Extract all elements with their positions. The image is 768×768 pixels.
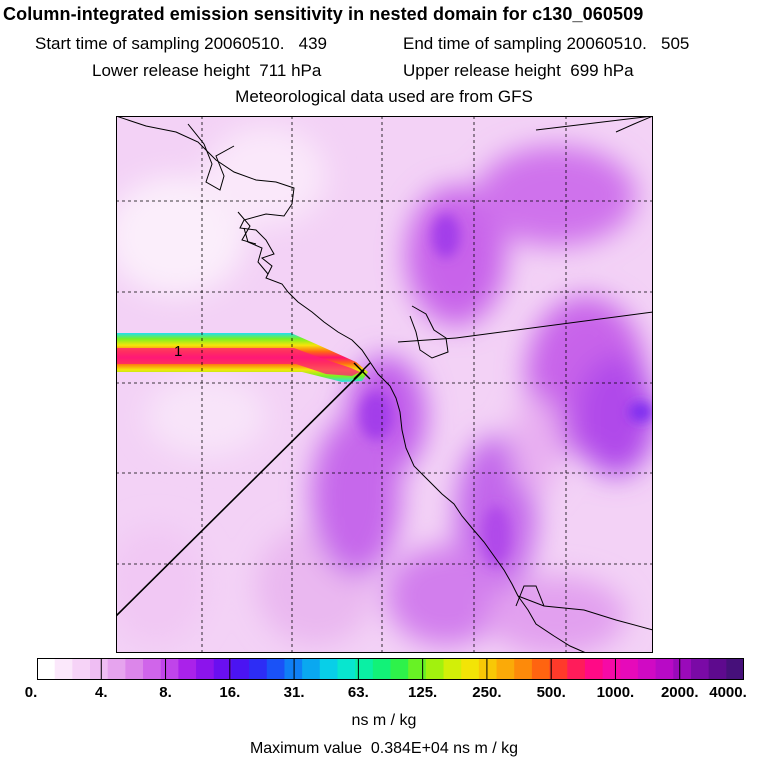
colorbar-swatch bbox=[602, 658, 621, 680]
colorbar-swatch bbox=[708, 658, 727, 680]
colorbar-swatch bbox=[620, 658, 639, 680]
colorbar-tick-label: 4. bbox=[95, 684, 108, 701]
colorbar-swatch bbox=[496, 658, 515, 680]
start-time-label: Start time of sampling 20060510. 439 bbox=[35, 34, 328, 53]
colorbar-swatch bbox=[637, 658, 657, 680]
met-data-label: Meteorological data used are from GFS bbox=[235, 87, 533, 106]
colorbar-swatch bbox=[425, 658, 445, 680]
colorbar-swatch bbox=[567, 658, 586, 680]
colorbar-swatch bbox=[655, 658, 674, 680]
colorbar-swatch bbox=[390, 658, 409, 680]
colorbar-swatch bbox=[196, 658, 215, 680]
colorbar-tick-label: 16. bbox=[219, 684, 241, 701]
colorbar-frame bbox=[37, 658, 744, 680]
colorbar-tick-label: 500. bbox=[536, 684, 566, 701]
colorbar-tick-label: 4000. bbox=[709, 684, 747, 701]
colorbar-swatch bbox=[266, 658, 286, 680]
colorbar-swatch bbox=[319, 658, 339, 680]
colorbar-tick-label: 63. bbox=[347, 684, 369, 701]
colorbar-swatch bbox=[673, 658, 692, 680]
colorbar-swatch bbox=[284, 658, 303, 680]
colorbar-tick-label: 1000. bbox=[596, 684, 635, 701]
colorbar-swatch bbox=[231, 658, 250, 680]
colorbar-tick-label: 250. bbox=[472, 684, 502, 701]
colorbar-swatch bbox=[72, 658, 91, 680]
colorbar-swatch bbox=[337, 658, 356, 680]
colorbar-swatch bbox=[549, 658, 568, 680]
borders bbox=[397, 116, 653, 343]
maximum-value-label: Maximum value 0.384E+04 ns m / kg bbox=[249, 740, 519, 757]
lower-release-height-label: Lower release height 711 hPa bbox=[92, 61, 322, 80]
end-time-label: End time of sampling 20060510. 505 bbox=[403, 34, 690, 53]
sensitivity-map: 1 bbox=[116, 116, 653, 653]
colorbar-swatch bbox=[160, 658, 180, 680]
colorbar-tick-label: 125. bbox=[408, 684, 438, 701]
colorbar-swatch bbox=[443, 658, 462, 680]
colorbar-tick-label: 8. bbox=[159, 684, 172, 701]
colorbar-swatch bbox=[584, 658, 604, 680]
colorbar-swatch bbox=[690, 658, 710, 680]
colorbar-swatch bbox=[302, 658, 321, 680]
colorbar-swatch bbox=[125, 658, 144, 680]
colorbar-swatch bbox=[178, 658, 197, 680]
coastline bbox=[116, 116, 653, 653]
colorbar-tick-label: 31. bbox=[283, 684, 305, 701]
colorbar-tick-label: 2000. bbox=[660, 684, 699, 701]
colorbar-swatch bbox=[514, 658, 533, 680]
colorbar-swatch bbox=[408, 658, 427, 680]
colorbar bbox=[37, 658, 744, 680]
colorbar-swatch bbox=[107, 658, 126, 680]
colorbar-swatch bbox=[531, 658, 551, 680]
colorbar-swatch bbox=[461, 658, 480, 680]
plume-label: 1 bbox=[174, 343, 182, 360]
colorbar-swatch bbox=[213, 658, 233, 680]
sensitivity-field bbox=[116, 126, 653, 653]
colorbar-swatch bbox=[249, 658, 268, 680]
plume: 1 bbox=[116, 333, 368, 382]
colorbar-swatch bbox=[372, 658, 392, 680]
colorbar-units: ns m / kg bbox=[351, 712, 417, 729]
colorbar-tick-label: 0. bbox=[24, 684, 38, 701]
colorbar-swatch bbox=[90, 658, 109, 680]
sensitivity-hotspots bbox=[360, 214, 653, 566]
map-frame bbox=[116, 116, 653, 653]
flight-track bbox=[116, 369, 365, 617]
colorbar-swatch bbox=[143, 658, 162, 680]
colorbar-swatch bbox=[54, 658, 73, 680]
chart-title: Column-integrated emission sensitivity i… bbox=[3, 4, 644, 24]
release-point-marker bbox=[353, 362, 371, 380]
upper-release-height-label: Upper release height 699 hPa bbox=[403, 61, 634, 80]
colorbar-swatch bbox=[355, 658, 374, 680]
colorbar-swatch bbox=[726, 658, 744, 680]
colorbar-swatch bbox=[37, 658, 56, 680]
colorbar-swatch bbox=[478, 658, 498, 680]
